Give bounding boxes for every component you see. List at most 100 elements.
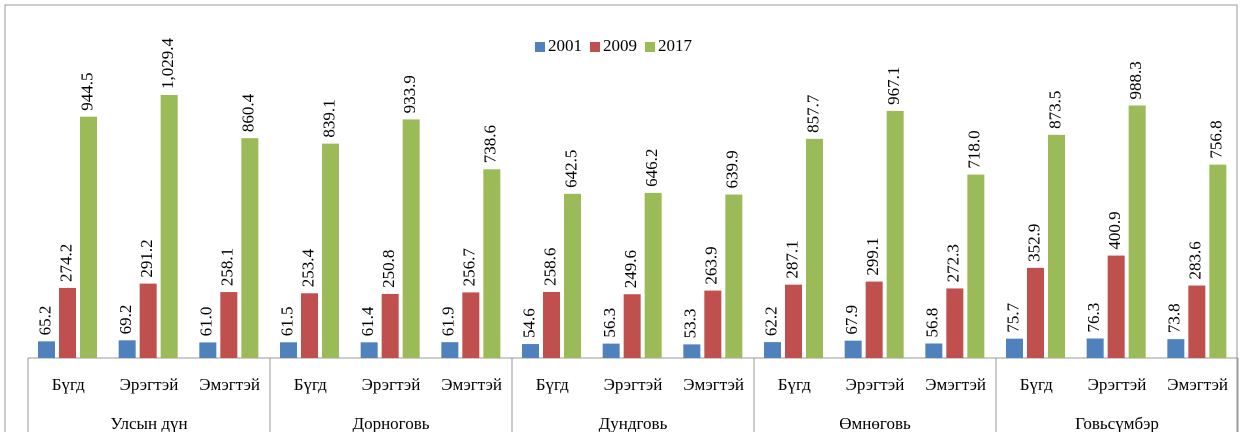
value-label: 73.8 — [1165, 303, 1184, 333]
bar — [38, 341, 55, 358]
bar — [322, 143, 339, 358]
bar — [704, 290, 722, 358]
category-label: Эмэгтэй — [925, 375, 986, 394]
value-label: 263.9 — [702, 246, 721, 284]
value-label: 291.2 — [137, 239, 156, 277]
legend-swatch — [535, 42, 545, 52]
value-label: 287.1 — [782, 240, 801, 278]
value-label: 873.5 — [1045, 91, 1064, 129]
legend-label: 2009 — [603, 36, 637, 55]
bar — [402, 119, 420, 358]
value-label: 839.1 — [319, 99, 338, 137]
category-label: Эрэгтэй — [362, 375, 421, 394]
value-label: 988.3 — [1126, 61, 1145, 99]
value-label: 54.6 — [519, 308, 538, 338]
value-label: 65.2 — [35, 306, 54, 336]
bar — [381, 293, 399, 358]
value-label: 352.9 — [1024, 224, 1043, 262]
bar — [865, 281, 883, 358]
value-label: 274.2 — [56, 244, 75, 282]
value-label: 249.6 — [621, 250, 640, 288]
bar — [241, 138, 259, 358]
bar — [1048, 134, 1065, 358]
bar — [1128, 105, 1146, 358]
bar — [1167, 339, 1185, 358]
bar — [220, 292, 238, 358]
value-label: 253.4 — [298, 249, 317, 288]
value-label: 639.9 — [723, 150, 742, 188]
category-label: Эмэгтэй — [199, 375, 260, 394]
legend-swatch — [590, 42, 600, 52]
value-label: 1,029.4 — [158, 38, 177, 90]
bar — [483, 169, 501, 358]
bar — [623, 294, 641, 358]
value-label: 272.3 — [944, 244, 963, 282]
category-label: Эрэгтэй — [1088, 375, 1147, 394]
bar — [946, 288, 964, 358]
bar — [785, 284, 802, 358]
bar — [925, 343, 943, 358]
value-label: 967.1 — [884, 67, 903, 105]
bar — [441, 342, 459, 358]
bar — [1086, 338, 1104, 358]
value-label: 756.8 — [1207, 120, 1226, 158]
value-label: 283.6 — [1186, 241, 1205, 279]
value-label: 75.7 — [1003, 302, 1022, 332]
value-label: 250.8 — [379, 250, 398, 288]
legend-label: 2017 — [658, 36, 693, 55]
value-label: 860.4 — [239, 93, 258, 132]
value-label: 933.9 — [400, 75, 419, 113]
category-label: Эмэгтэй — [683, 375, 744, 394]
value-label: 258.1 — [218, 248, 237, 286]
category-label: Эрэгтэй — [846, 375, 905, 394]
bar — [522, 344, 539, 358]
group-label: Улсын дүн — [110, 414, 187, 432]
bar — [844, 340, 862, 358]
legend-label: 2001 — [548, 36, 582, 55]
value-label: 718.0 — [965, 130, 984, 168]
category-label: Бүгд — [1020, 375, 1053, 394]
chart-frame — [4, 4, 1238, 432]
legend-swatch — [645, 42, 655, 52]
category-label: Эрэгтэй — [120, 375, 179, 394]
bar — [118, 340, 136, 358]
value-label: 56.3 — [600, 308, 619, 338]
value-label: 400.9 — [1105, 211, 1124, 249]
bar — [462, 292, 480, 358]
bar — [199, 342, 217, 358]
bar — [160, 95, 178, 358]
value-label: 642.5 — [561, 150, 580, 188]
bar — [806, 138, 823, 358]
category-label: Эмэгтэй — [441, 375, 502, 394]
value-label: 56.8 — [923, 308, 942, 338]
bar — [967, 174, 985, 358]
bar — [360, 342, 378, 358]
bar — [280, 342, 297, 358]
value-label: 62.2 — [761, 306, 780, 336]
value-label: 53.3 — [681, 309, 700, 339]
bar — [59, 287, 76, 358]
value-label: 738.6 — [481, 125, 500, 163]
bar — [1006, 338, 1023, 358]
value-label: 61.5 — [277, 307, 296, 337]
group-label: Дундговь — [599, 414, 668, 432]
bar — [644, 192, 662, 358]
bar — [80, 116, 97, 359]
group-label: Өмнөговь — [839, 414, 911, 432]
bar — [1027, 267, 1044, 358]
value-label: 61.9 — [439, 306, 458, 336]
bar — [564, 193, 581, 358]
bar — [886, 110, 904, 359]
bar — [1107, 255, 1125, 358]
category-label: Бүгд — [52, 375, 85, 394]
category-label: Бүгд — [778, 375, 811, 394]
value-label: 256.7 — [460, 248, 479, 287]
bar — [139, 283, 157, 358]
value-label: 67.9 — [842, 305, 861, 335]
bar — [725, 194, 743, 358]
category-label: Эмэгтэй — [1167, 375, 1228, 394]
bar — [301, 293, 318, 358]
category-label: Бүгд — [536, 375, 569, 394]
